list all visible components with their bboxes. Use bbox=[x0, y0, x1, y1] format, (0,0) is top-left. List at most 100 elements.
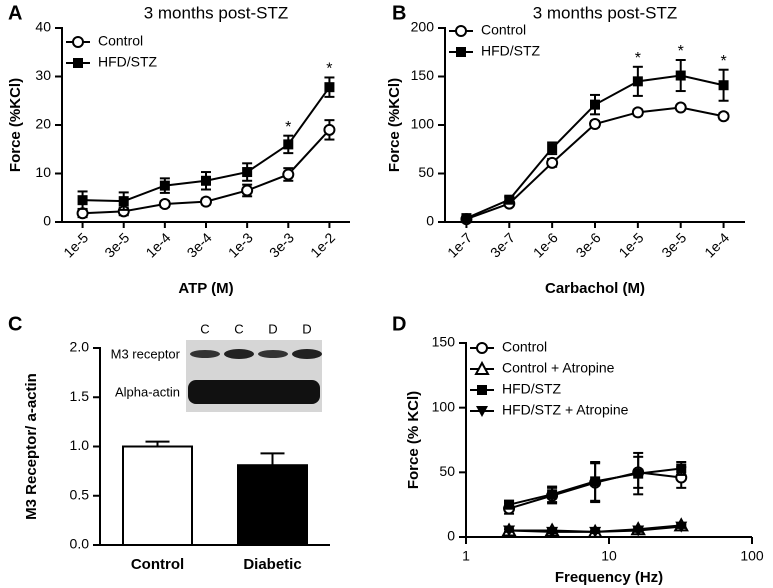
panel-label: B bbox=[392, 2, 406, 24]
marker bbox=[675, 70, 686, 81]
y-tick-label: 30 bbox=[35, 67, 51, 83]
y-axis-label: Force (% KCl) bbox=[405, 391, 422, 489]
significance: * bbox=[720, 53, 726, 70]
marker bbox=[118, 196, 129, 207]
x-tick-label: Diabetic bbox=[243, 556, 301, 573]
panel-label: C bbox=[8, 313, 22, 335]
marker bbox=[476, 342, 488, 354]
marker bbox=[283, 139, 294, 150]
x-tick-label: 3e-3 bbox=[266, 229, 297, 260]
x-tick-label: 10 bbox=[601, 548, 617, 564]
marker bbox=[718, 80, 729, 91]
marker bbox=[674, 101, 687, 114]
lane-label: C bbox=[234, 321, 243, 336]
blot-band bbox=[224, 349, 254, 359]
y-tick-label: 0.5 bbox=[70, 486, 90, 502]
marker bbox=[547, 143, 558, 154]
y-tick-label: 2.0 bbox=[70, 339, 90, 355]
marker bbox=[476, 406, 488, 417]
y-tick-label: 1.5 bbox=[70, 388, 90, 404]
x-tick-label: 1e-2 bbox=[307, 229, 338, 260]
y-tick-label: 0 bbox=[426, 213, 434, 229]
marker bbox=[676, 463, 687, 474]
marker bbox=[504, 194, 515, 205]
y-tick-label: 0.0 bbox=[70, 536, 90, 552]
x-tick-label: 3e-5 bbox=[658, 229, 689, 260]
marker bbox=[474, 360, 490, 375]
marker bbox=[717, 110, 730, 123]
marker bbox=[477, 385, 487, 395]
x-tick-label: 1e-3 bbox=[225, 229, 256, 260]
x-tick-label: 3e-6 bbox=[573, 229, 604, 260]
marker bbox=[632, 76, 643, 87]
y-tick-label: 100 bbox=[432, 398, 456, 414]
marker bbox=[547, 489, 558, 500]
significance: * bbox=[635, 50, 641, 67]
y-tick-label: 150 bbox=[411, 67, 435, 83]
x-tick-label: 1e-5 bbox=[615, 229, 646, 260]
marker bbox=[200, 195, 212, 208]
bar bbox=[122, 445, 193, 546]
significance: * bbox=[285, 119, 291, 136]
marker bbox=[324, 82, 335, 93]
marker bbox=[632, 525, 645, 537]
marker bbox=[456, 47, 466, 57]
legend-label: HFD/STZ + Atropine bbox=[502, 402, 629, 418]
marker bbox=[546, 526, 559, 538]
legend-label: HFD/STZ bbox=[481, 43, 541, 59]
legend-label: HFD/STZ bbox=[502, 381, 562, 397]
blot-band bbox=[258, 350, 288, 358]
x-axis-label: ATP (M) bbox=[178, 280, 233, 297]
marker bbox=[590, 476, 601, 487]
marker bbox=[675, 521, 688, 533]
panel-label: A bbox=[8, 2, 22, 24]
significance: * bbox=[326, 61, 332, 78]
marker bbox=[323, 123, 336, 136]
blot-band bbox=[188, 380, 320, 404]
marker bbox=[461, 213, 472, 224]
y-tick-label: 150 bbox=[432, 334, 456, 350]
significance: * bbox=[678, 43, 684, 60]
marker bbox=[504, 499, 515, 510]
y-tick-label: 50 bbox=[439, 463, 455, 479]
x-tick-label: 1e-6 bbox=[530, 229, 561, 260]
marker bbox=[590, 99, 600, 110]
x-tick-label: 3e-5 bbox=[101, 229, 132, 260]
marker bbox=[77, 195, 88, 206]
legend-label: Control + Atropine bbox=[502, 360, 615, 376]
x-tick-label: 1e-5 bbox=[60, 229, 91, 260]
x-axis-label: Frequency (Hz) bbox=[555, 569, 663, 586]
marker bbox=[158, 198, 171, 211]
y-tick-label: 50 bbox=[418, 164, 434, 180]
lane-label: C bbox=[200, 321, 209, 336]
x-tick-label: 3e-7 bbox=[487, 229, 518, 260]
marker bbox=[72, 36, 84, 48]
marker bbox=[159, 180, 170, 191]
marker bbox=[201, 175, 211, 186]
legend-label: Control bbox=[98, 33, 143, 49]
marker bbox=[633, 468, 644, 479]
x-tick-label: Control bbox=[131, 556, 184, 573]
marker bbox=[503, 525, 516, 537]
panel-label: D bbox=[392, 313, 406, 335]
lane-label: D bbox=[302, 321, 311, 336]
x-axis-label: Carbachol (M) bbox=[545, 280, 645, 297]
legend-label: HFD/STZ bbox=[98, 54, 158, 70]
x-tick-label: 1 bbox=[462, 548, 470, 564]
y-axis-label: Force (%KCl) bbox=[7, 78, 24, 172]
marker bbox=[455, 25, 467, 37]
y-tick-label: 1.0 bbox=[70, 437, 90, 453]
y-tick-label: 200 bbox=[411, 19, 435, 35]
y-tick-label: 10 bbox=[35, 164, 51, 180]
marker bbox=[241, 184, 254, 197]
x-tick-label: 3e-4 bbox=[184, 229, 215, 260]
marker bbox=[631, 106, 644, 119]
marker bbox=[589, 118, 601, 131]
y-tick-label: 100 bbox=[411, 116, 435, 132]
legend-label: Control bbox=[502, 339, 547, 355]
error-bar bbox=[260, 452, 285, 466]
x-tick-label: 1e-7 bbox=[444, 229, 475, 260]
blot-band bbox=[292, 349, 322, 359]
marker bbox=[282, 168, 295, 181]
